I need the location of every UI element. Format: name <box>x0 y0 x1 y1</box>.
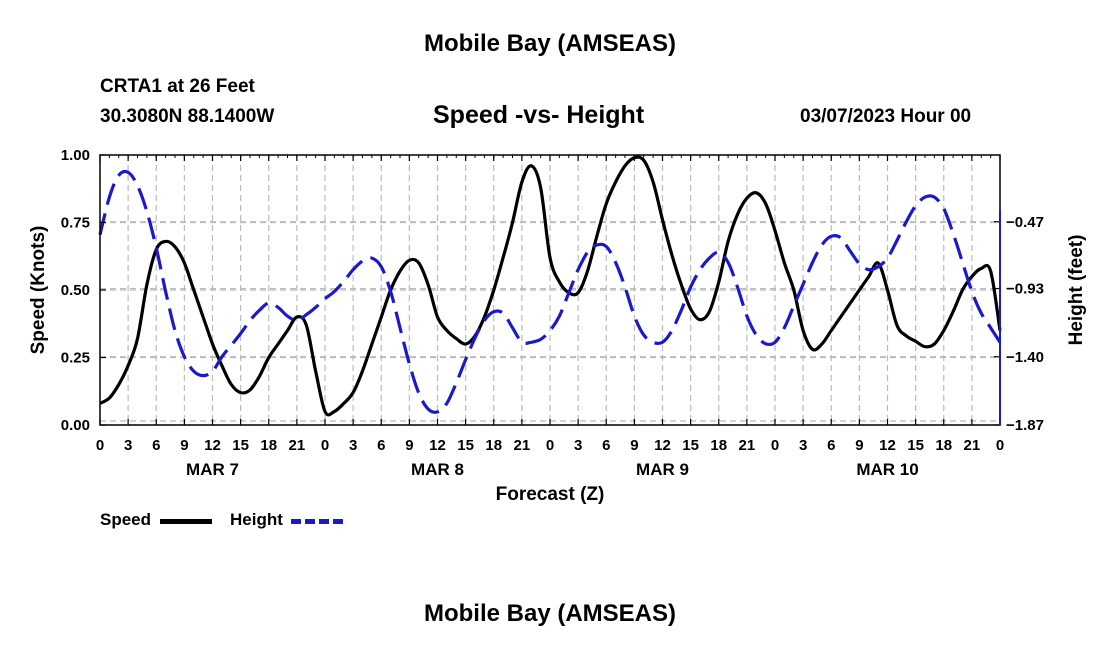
x-tick-label: 9 <box>180 437 188 454</box>
legend-speed-label: Speed <box>100 510 152 529</box>
grid <box>100 155 1000 426</box>
x-tick-label: 21 <box>289 437 306 454</box>
day-label: MAR 7 <box>186 460 239 479</box>
station-label: CRTA1 at 26 Feet <box>100 76 255 97</box>
axes: 0 3 6 9 12 15 18 21 0 3 6 9 12 15 18 21 0 3 6 9 12 15 18 21 0 3 6 9… <box>61 147 1044 479</box>
station-coords: 30.3080N 88.1400W <box>100 106 275 127</box>
y-tick-label: 0.00 <box>61 417 90 434</box>
x-tick-label: 0 <box>96 437 104 454</box>
top-title: Mobile Bay (AMSEAS) <box>423 30 677 57</box>
y-tick-label: 0.25 <box>61 350 90 367</box>
x-tick-label: 18 <box>260 437 277 454</box>
x-tick-label: 21 <box>964 437 981 454</box>
y-tick-label: 0.50 <box>61 282 90 299</box>
x-axis-label: Forecast (Z) <box>496 484 605 505</box>
x-tick-label: 15 <box>457 437 474 454</box>
x-tick-label: 15 <box>232 437 249 454</box>
bottom-title: Mobile Bay (AMSEAS) <box>423 600 677 627</box>
x-tick-label: 15 <box>682 437 699 454</box>
x-tick-label: 9 <box>630 437 638 454</box>
x-tick-label: 21 <box>514 437 531 454</box>
x-tick-label: 6 <box>377 437 385 454</box>
x-tick-label: 12 <box>204 437 221 454</box>
x-tick-label: 0 <box>321 437 329 454</box>
x-tick-label: 9 <box>405 437 413 454</box>
day-label: MAR 10 <box>856 460 918 479</box>
y2-tick-label: −1.87 <box>1006 417 1044 434</box>
legend-height-label: Height <box>230 510 283 529</box>
x-tick-label: 6 <box>152 437 160 454</box>
y-axis-label: Speed (Knots) <box>28 226 49 355</box>
x-tick-label: 12 <box>654 437 671 454</box>
y-tick-label: 0.75 <box>61 215 90 232</box>
height-series-line <box>98 169 1002 414</box>
y2-tick-label: −0.47 <box>1006 214 1044 231</box>
x-tick-label: 18 <box>710 437 727 454</box>
x-tick-label: 18 <box>485 437 502 454</box>
x-tick-label: 18 <box>935 437 952 454</box>
x-tick-label: 0 <box>996 437 1004 454</box>
x-tick-label: 3 <box>574 437 582 454</box>
speed-series-line <box>99 155 1002 417</box>
x-tick-label: 0 <box>771 437 779 454</box>
legend-speed-swatch <box>160 519 212 524</box>
y-tick-label: 1.00 <box>61 147 90 164</box>
x-tick-label: 6 <box>602 437 610 454</box>
day-label: MAR 9 <box>636 460 689 479</box>
x-tick-label: 12 <box>879 437 896 454</box>
x-tick-label: 6 <box>827 437 835 454</box>
day-label: MAR 8 <box>411 460 464 479</box>
x-tick-label: 15 <box>907 437 924 454</box>
y2-tick-label: −1.40 <box>1006 349 1044 366</box>
x-tick-label: 12 <box>429 437 446 454</box>
chart-subtitle: Speed -vs- Height <box>433 101 645 129</box>
x-tick-label: 3 <box>349 437 357 454</box>
legend-height-swatch <box>291 519 343 524</box>
series-layer <box>98 155 1002 417</box>
x-tick-label: 9 <box>855 437 863 454</box>
x-tick-label: 0 <box>546 437 554 454</box>
x-tick-label: 3 <box>124 437 132 454</box>
x-tick-label: 21 <box>739 437 756 454</box>
x-tick-label: 3 <box>799 437 807 454</box>
y2-axis-label: Height (feet) <box>1066 235 1087 346</box>
y2-tick-label: −0.93 <box>1006 281 1044 298</box>
forecast-date: 03/07/2023 Hour 00 <box>800 106 972 127</box>
